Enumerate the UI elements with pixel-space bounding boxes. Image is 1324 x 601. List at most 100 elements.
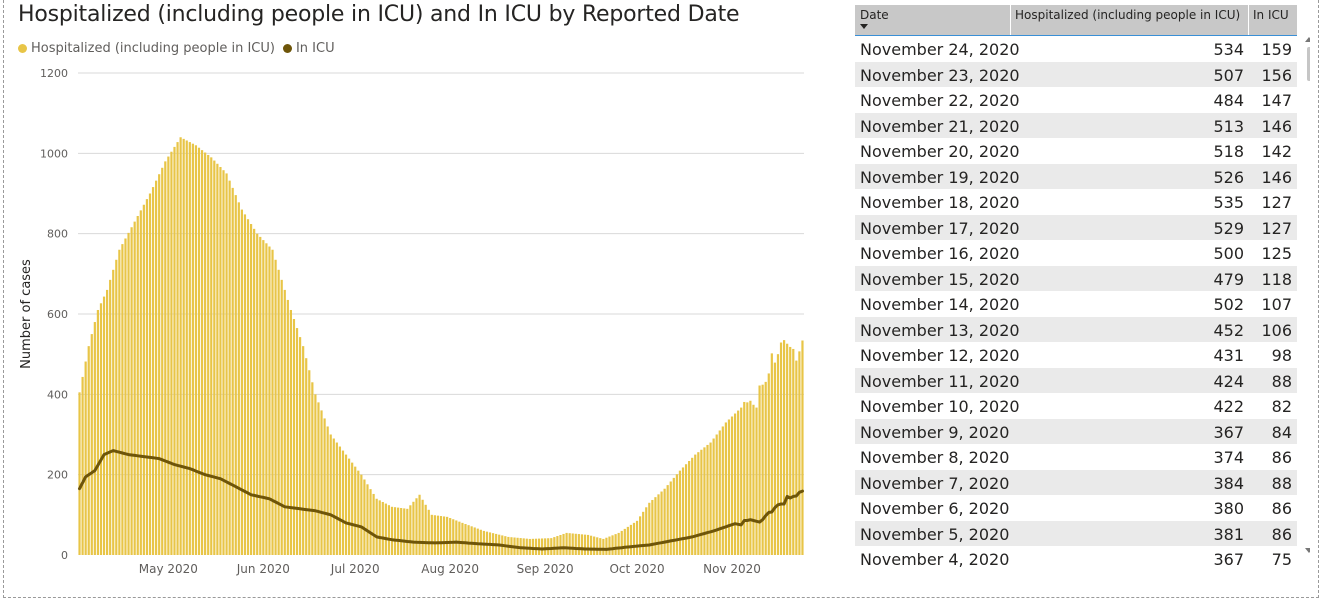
table-row[interactable]: November 19, 2020 526 146	[855, 163, 1297, 189]
table-row[interactable]: November 9, 2020 367 84	[855, 418, 1297, 444]
bar	[332, 438, 335, 555]
bar	[191, 143, 194, 555]
bar	[81, 376, 84, 555]
bar	[378, 500, 381, 555]
bar	[461, 522, 464, 555]
cell-hospitalized: 502	[1213, 295, 1244, 314]
table-row[interactable]: November 15, 2020 479 118	[855, 265, 1297, 291]
bar	[586, 534, 590, 555]
table-row[interactable]: November 8, 2020 374 86	[855, 444, 1297, 470]
column-header-icu[interactable]: In ICU	[1253, 8, 1289, 22]
legend-label-icu: In ICU	[295, 41, 335, 56]
bar	[121, 244, 124, 556]
table-header: Date Hospitalized (including people in I…	[855, 5, 1297, 36]
bar	[78, 392, 81, 555]
cell-icu: 146	[1261, 167, 1292, 187]
legend-dot-hospitalized	[18, 44, 27, 53]
bar	[308, 370, 311, 555]
scroll-down-icon[interactable]	[1305, 548, 1310, 553]
legend-item-icu[interactable]: In ICU	[282, 41, 335, 56]
bar	[666, 485, 669, 555]
bar	[746, 402, 749, 555]
bar	[427, 509, 430, 555]
x-tick-label: May 2020	[139, 562, 198, 576]
chart-plot[interactable]: 0 200 400 600 800 1000 1200 Number of cases May …	[0, 60, 820, 580]
table-row[interactable]: November 13, 2020 452 106	[855, 316, 1297, 342]
table-row[interactable]: November 14, 2020 502 107	[855, 291, 1297, 317]
bar	[403, 508, 406, 555]
bar	[476, 528, 479, 555]
bar	[608, 536, 611, 555]
table-row[interactable]: November 7, 2020 384 88	[855, 469, 1297, 495]
cell-hospitalized: 484	[1213, 91, 1244, 110]
cell-hospitalized: 422	[1213, 397, 1244, 416]
scroll-up-icon[interactable]	[1305, 37, 1310, 42]
table-row[interactable]: November 6, 2020 380 86	[855, 495, 1297, 521]
bar	[384, 503, 387, 555]
legend-item-hospitalized[interactable]: Hospitalized (including people in ICU)	[18, 41, 275, 56]
bar	[580, 534, 584, 555]
table-row[interactable]: November 23, 2020 507 156	[855, 61, 1297, 87]
bar	[553, 537, 556, 555]
bar	[770, 353, 773, 555]
table-row[interactable]: November 21, 2020 513 146	[855, 112, 1297, 138]
cell-hospitalized: 380	[1213, 499, 1244, 518]
bar	[479, 529, 482, 555]
bar	[249, 224, 253, 555]
bar	[620, 530, 623, 555]
bar	[240, 209, 243, 556]
bar	[341, 450, 345, 555]
bar	[219, 166, 222, 555]
chart-title: Hospitalized (including people in ICU) a…	[18, 2, 740, 27]
bar	[124, 238, 127, 555]
cell-date: November 6, 2020	[860, 499, 1010, 518]
column-divider	[1248, 5, 1249, 35]
cell-hospitalized: 384	[1213, 473, 1244, 493]
bar	[265, 243, 268, 555]
cell-date: November 5, 2020	[860, 524, 1010, 544]
table-row[interactable]: November 24, 2020 534 159	[855, 36, 1297, 62]
table-row[interactable]: November 5, 2020 381 86	[855, 520, 1297, 546]
table-row[interactable]: November 18, 2020 535 127	[855, 189, 1297, 215]
cell-icu: 82	[1271, 397, 1292, 416]
bar	[112, 269, 115, 555]
bar	[424, 504, 427, 555]
sort-descending-icon[interactable]	[860, 24, 868, 29]
cell-icu: 86	[1271, 499, 1292, 518]
bar	[442, 516, 446, 555]
bar	[669, 481, 672, 555]
table-row[interactable]: November 12, 2020 431 98	[855, 342, 1297, 368]
bar	[360, 474, 363, 555]
bar	[329, 434, 332, 555]
bar	[415, 498, 418, 555]
cell-icu: 107	[1261, 295, 1292, 314]
icu-series-line	[78, 449, 804, 551]
bar	[228, 180, 231, 555]
table-row[interactable]: November 4, 2020 367 75	[855, 546, 1297, 572]
scroll-thumb[interactable]	[1307, 47, 1310, 81]
bar	[298, 337, 302, 555]
bar	[268, 246, 271, 555]
bar	[743, 401, 746, 555]
column-header-hospitalized[interactable]: Hospitalized (including people in ICU)	[1015, 8, 1241, 22]
table-row[interactable]: November 10, 2020 422 82	[855, 393, 1297, 419]
table-row[interactable]: November 17, 2020 529 127	[855, 214, 1297, 240]
column-header-date[interactable]: Date	[860, 8, 889, 22]
bar	[136, 215, 139, 555]
bar	[237, 202, 240, 555]
bar	[614, 534, 617, 555]
table-row[interactable]: November 16, 2020 500 125	[855, 240, 1297, 266]
bar	[295, 328, 299, 555]
bar	[550, 538, 553, 555]
table-row[interactable]: November 20, 2020 518 142	[855, 138, 1297, 164]
cell-date: November 17, 2020	[860, 218, 1020, 238]
cell-hospitalized: 507	[1213, 65, 1244, 85]
table-row[interactable]: November 22, 2020 484 147	[855, 87, 1297, 113]
cell-date: November 13, 2020	[860, 320, 1020, 340]
table-scrollbar[interactable]	[1304, 35, 1310, 553]
table-row[interactable]: November 11, 2020 424 88	[855, 367, 1297, 393]
bar	[623, 528, 626, 555]
bar	[727, 419, 731, 555]
bar	[605, 537, 608, 555]
bar	[430, 514, 433, 555]
